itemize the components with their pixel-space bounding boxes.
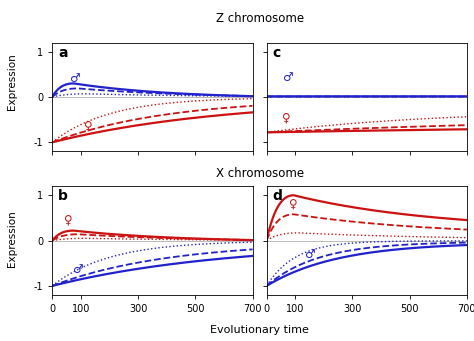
Text: Evolutionary time: Evolutionary time <box>210 325 309 335</box>
Text: b: b <box>58 190 68 204</box>
Text: ♀: ♀ <box>64 213 72 226</box>
Text: Z chromosome: Z chromosome <box>216 12 304 25</box>
Text: Expression: Expression <box>7 54 17 110</box>
Text: ♀: ♀ <box>290 198 298 211</box>
Text: a: a <box>58 46 68 60</box>
Text: ♂: ♂ <box>69 72 80 85</box>
Text: ♂: ♂ <box>304 248 314 261</box>
Text: d: d <box>273 190 283 204</box>
Text: ♂: ♂ <box>283 71 293 84</box>
Text: ♀: ♀ <box>283 112 291 125</box>
Text: ♀: ♀ <box>83 120 92 133</box>
Text: ♂: ♂ <box>72 263 82 276</box>
Text: X chromosome: X chromosome <box>216 167 304 180</box>
Text: c: c <box>273 46 281 60</box>
Text: Expression: Expression <box>7 210 17 267</box>
